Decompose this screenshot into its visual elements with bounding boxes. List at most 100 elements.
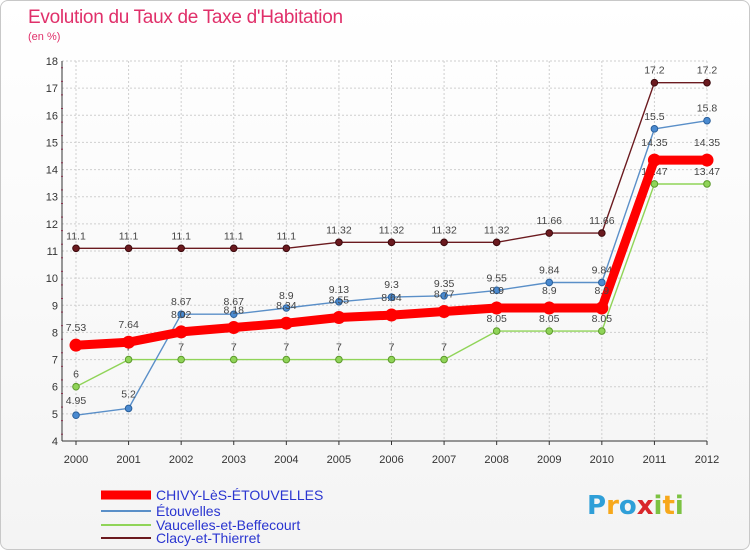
data-label--touvelles: 5.2 [121,388,136,400]
data-point-chivy-l-s-touvelles [595,301,609,315]
data-label-vaucelles-et-beffecourt: 8.05 [539,313,560,325]
data-point-vaucelles-et-beffecourt [545,327,554,335]
y-tick-label: 13 [46,192,58,204]
data-point-chivy-l-s-touvelles [174,325,188,339]
data-label--touvelles: 9.13 [329,284,350,296]
logo-letter: t [662,491,675,521]
data-label-chivy-l-s-touvelles: 7.64 [118,319,139,331]
data-label-vaucelles-et-beffecourt: 8.05 [486,313,507,325]
data-point-chivy-l-s-touvelles [437,305,451,319]
data-label-clacy-et-thierret: 11.66 [537,215,563,227]
chart-title: Evolution du Taux de Taxe d'Habitation [28,7,343,28]
x-tick-label: 2011 [643,454,667,466]
data-point--touvelles [492,286,501,295]
x-tick-label: 2004 [274,454,298,466]
data-point-vaucelles-et-beffecourt [282,355,291,364]
data-point-vaucelles-et-beffecourt [177,355,185,364]
data-label-clacy-et-thierret: 17.2 [697,65,718,77]
data-point-vaucelles-et-beffecourt [703,180,711,188]
data-point-chivy-l-s-touvelles [542,301,556,315]
data-label-chivy-l-s-touvelles: 14.35 [641,137,667,149]
data-label-clacy-et-thierret: 11.1 [276,230,296,242]
data-point--touvelles [229,310,238,319]
y-tick-label: 12 [46,219,58,231]
x-tick-label: 2000 [64,454,88,466]
data-point-clacy-et-thierret [229,244,238,253]
data-point-clacy-et-thierret [545,229,554,237]
data-label-clacy-et-thierret: 11.32 [484,224,510,236]
data-label-clacy-et-thierret: 11.1 [119,230,139,242]
data-point-clacy-et-thierret [598,229,606,237]
legend-label: CHIVY-LèS-ÉTOUVELLES [156,487,323,503]
data-label-chivy-l-s-touvelles: 8.9 [542,285,557,297]
data-label--touvelles: 9.84 [539,264,560,276]
data-label-clacy-et-thierret: 11.32 [379,224,405,236]
y-tick-label: 5 [52,409,58,421]
y-tick-label: 10 [46,273,58,285]
x-tick-label: 2002 [169,454,193,466]
logo-letter: i [674,491,684,521]
logo-letter: x [636,491,654,521]
data-label-chivy-l-s-touvelles: 8.9 [489,285,504,297]
data-label-chivy-l-s-touvelles: 8.02 [171,309,192,321]
data-point-vaucelles-et-beffecourt [124,355,133,364]
data-label-vaucelles-et-beffecourt: 7 [441,342,447,354]
y-tick-label: 4 [52,436,58,448]
y-tick-label: 18 [46,56,58,68]
data-label--touvelles: 9.3 [384,279,399,291]
data-point-vaucelles-et-beffecourt [335,355,343,364]
data-label-clacy-et-thierret: 11.66 [589,215,615,227]
y-tick-label: 7 [52,355,58,367]
data-point-clacy-et-thierret [492,238,501,247]
data-point--touvelles [440,291,448,300]
data-label--touvelles: 8.67 [224,296,245,308]
y-tick-label: 11 [47,246,58,258]
data-label-clacy-et-thierret: 11.32 [326,224,352,236]
legend-label: Clacy-et-Thierret [156,530,260,546]
data-label--touvelles: 9.55 [486,272,507,284]
data-label-clacy-et-thierret: 17.2 [644,65,665,77]
data-label-vaucelles-et-beffecourt: 7 [283,342,289,354]
y-tick-label: 14 [46,165,58,177]
logo-letter: o [618,491,637,521]
logo-letter: i [653,491,663,521]
data-point--touvelles [703,116,711,125]
x-tick-label: 2006 [379,454,403,466]
data-point-chivy-l-s-touvelles [332,311,346,324]
data-point--touvelles [177,310,185,319]
data-label-clacy-et-thierret: 11.1 [171,230,191,242]
data-point-vaucelles-et-beffecourt [650,180,659,188]
x-tick-label: 2007 [432,454,456,466]
data-point--touvelles [335,297,343,306]
data-point-vaucelles-et-beffecourt [229,355,238,364]
data-point-clacy-et-thierret [124,244,133,253]
data-point-chivy-l-s-touvelles [69,338,83,352]
data-label-vaucelles-et-beffecourt: 7 [336,342,342,354]
data-point-chivy-l-s-touvelles [490,301,504,315]
data-point-clacy-et-thierret [282,244,291,253]
data-label-chivy-l-s-touvelles: 8.18 [224,305,245,317]
x-tick-label: 2008 [484,454,508,466]
data-point-clacy-et-thierret [72,244,80,253]
data-point-clacy-et-thierret [387,238,396,247]
x-tick-label: 2003 [222,454,246,466]
data-label-chivy-l-s-touvelles: 8.34 [276,300,297,312]
data-label-chivy-l-s-touvelles: 8.55 [329,295,350,307]
data-point-clacy-et-thierret [335,238,343,247]
data-point-vaucelles-et-beffecourt [72,382,80,391]
data-point--touvelles [650,125,659,133]
data-label-chivy-l-s-touvelles: 14.35 [694,137,720,149]
data-label--touvelles: 8.67 [171,296,192,308]
y-tick-label: 15 [46,137,58,149]
y-tick-label: 17 [46,83,58,95]
data-label--touvelles: 15.8 [697,103,718,115]
x-tick-label: 2012 [695,454,719,466]
data-point-chivy-l-s-touvelles [227,321,241,335]
data-label--touvelles: 8.9 [279,290,294,302]
proxiti-logo: Proxiti [587,491,684,521]
data-label-vaucelles-et-beffecourt: 13.47 [694,166,720,178]
y-tick-label: 6 [52,382,58,394]
data-point-vaucelles-et-beffecourt [598,327,606,335]
y-tick-label: 9 [52,300,58,312]
